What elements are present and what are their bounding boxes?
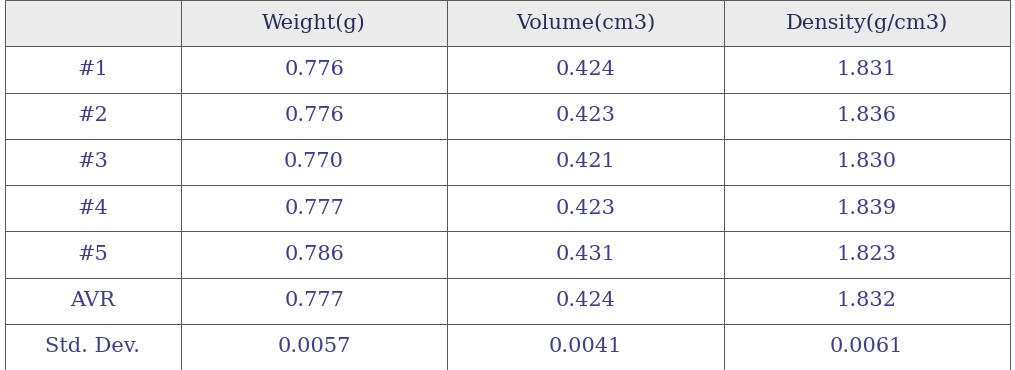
Bar	[5, 139, 181, 185]
Text: 0.424: 0.424	[555, 60, 615, 79]
Text: Std. Dev.: Std. Dev.	[46, 337, 140, 356]
Bar	[181, 231, 448, 278]
Text: 0.776: 0.776	[284, 60, 344, 79]
Text: 0.776: 0.776	[284, 106, 344, 125]
Bar	[5, 0, 181, 46]
Bar	[5, 92, 181, 139]
Text: 0.423: 0.423	[555, 106, 615, 125]
Bar	[724, 278, 1010, 324]
Bar	[181, 139, 448, 185]
Text: 0.424: 0.424	[555, 291, 615, 310]
Bar	[724, 46, 1010, 92]
Text: 0.423: 0.423	[555, 199, 615, 218]
Text: 1.839: 1.839	[836, 199, 897, 218]
Text: 0.431: 0.431	[555, 245, 615, 264]
Bar	[5, 185, 181, 231]
Text: Density(g/cm3): Density(g/cm3)	[786, 13, 948, 33]
Bar	[724, 324, 1010, 370]
Bar	[5, 231, 181, 278]
Bar	[448, 0, 724, 46]
Text: 0.786: 0.786	[284, 245, 344, 264]
Text: 0.770: 0.770	[284, 152, 344, 171]
Text: #2: #2	[77, 106, 109, 125]
Text: 1.836: 1.836	[836, 106, 896, 125]
Bar	[724, 139, 1010, 185]
Bar	[448, 231, 724, 278]
Text: #1: #1	[77, 60, 109, 79]
Text: 0.0041: 0.0041	[549, 337, 622, 356]
Bar	[181, 324, 448, 370]
Text: #4: #4	[77, 199, 109, 218]
Bar	[181, 185, 448, 231]
Bar	[724, 231, 1010, 278]
Bar	[5, 324, 181, 370]
Text: #3: #3	[77, 152, 109, 171]
Text: 1.831: 1.831	[836, 60, 897, 79]
Text: 0.0061: 0.0061	[830, 337, 903, 356]
Bar	[181, 46, 448, 92]
Bar	[724, 92, 1010, 139]
Bar	[5, 46, 181, 92]
Bar	[181, 0, 448, 46]
Bar	[448, 324, 724, 370]
Bar	[448, 139, 724, 185]
Text: 0.777: 0.777	[284, 199, 344, 218]
Bar	[181, 92, 448, 139]
Bar	[724, 185, 1010, 231]
Text: #5: #5	[77, 245, 109, 264]
Text: 1.830: 1.830	[836, 152, 897, 171]
Text: AVR: AVR	[70, 291, 116, 310]
Bar	[5, 278, 181, 324]
Text: Volume(cm3): Volume(cm3)	[516, 14, 655, 33]
Bar	[448, 46, 724, 92]
Text: 0.421: 0.421	[555, 152, 615, 171]
Bar	[724, 0, 1010, 46]
Text: Weight(g): Weight(g)	[262, 13, 366, 33]
Text: 0.0057: 0.0057	[277, 337, 351, 356]
Bar	[448, 278, 724, 324]
Bar	[448, 185, 724, 231]
Bar	[448, 92, 724, 139]
Text: 0.777: 0.777	[284, 291, 344, 310]
Text: 1.823: 1.823	[836, 245, 896, 264]
Text: 1.832: 1.832	[836, 291, 896, 310]
Bar	[181, 278, 448, 324]
